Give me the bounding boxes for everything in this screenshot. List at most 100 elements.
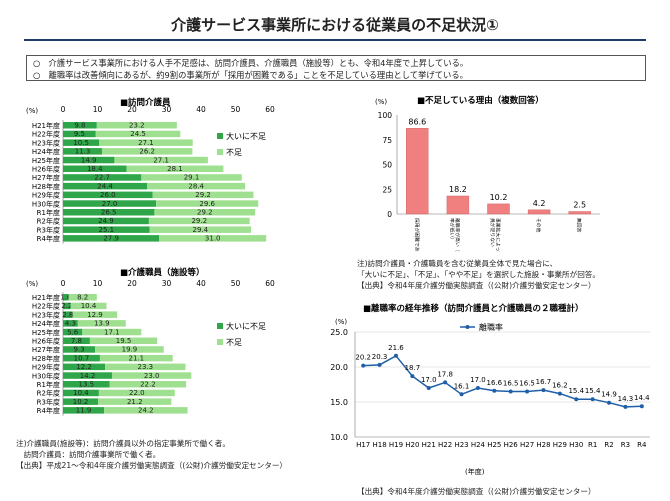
x-tick-label: 10 (93, 279, 103, 288)
data-point (459, 392, 464, 397)
category-label: H23年度 (32, 138, 60, 147)
data-label: 4.3 (65, 320, 76, 328)
data-label: 10.2 (490, 193, 508, 202)
bar-segment (63, 148, 102, 155)
data-label: 20.2 (355, 354, 371, 362)
data-label: 21.1 (129, 354, 145, 362)
x-tick-label: H19 (389, 441, 403, 449)
data-point (541, 388, 546, 393)
data-label: 16.5 (503, 380, 519, 388)
data-point (426, 386, 431, 390)
x-tick-label: H24 (471, 441, 486, 449)
legend-swatch (217, 339, 223, 345)
page-title: 介護サービス事業所における従業員の不足状況① (171, 16, 499, 34)
data-label: 24.5 (130, 130, 146, 138)
data-label: 10.7 (74, 354, 90, 362)
bar-segment (63, 156, 115, 164)
bar-segment (96, 122, 177, 129)
x-tick-label: H23 (454, 441, 468, 449)
x-tick-label: 50 (231, 279, 241, 288)
bar-segment (126, 165, 224, 172)
category-label: 採用が困難である (413, 218, 420, 252)
data-label: 22.0 (129, 389, 145, 397)
x-tick-label: 40 (196, 105, 206, 114)
x-tick-label: 60 (265, 105, 275, 114)
data-label: 29.6 (199, 200, 215, 208)
bar-segment (141, 174, 242, 181)
data-label: 14.9 (601, 391, 617, 399)
reason-bar (406, 128, 429, 215)
turnover-chart-title: ■離職率の経年推移（訪問介護員と介護職員の２職種計） (363, 303, 584, 314)
data-label: 27.0 (102, 200, 118, 208)
category-label: H23年度 (32, 310, 60, 319)
bar-segment (98, 389, 175, 397)
data-label: 8.2 (77, 294, 88, 302)
legend-swatch (217, 323, 223, 329)
turnover-chart: ■離職率の経年推移（訪問介護員と介護職員の２職種計） (%) (年度) 10.0… (330, 303, 650, 476)
y-tick-label: 25.0 (330, 328, 348, 337)
bar-segment (149, 226, 252, 233)
data-point (508, 389, 513, 394)
bar-segment (63, 226, 150, 233)
x-tick-label: H18 (372, 441, 386, 449)
bar-segment (63, 294, 69, 301)
category-label: 事業拡大によって人員が足りない (489, 218, 502, 252)
category-label: H29年度 (32, 363, 60, 372)
bar-segment (159, 235, 267, 242)
data-label: 18.2 (449, 185, 467, 194)
x-tick-label: R4 (637, 441, 647, 449)
legend-label: 離職率 (479, 322, 503, 332)
bar-segment (63, 381, 110, 388)
data-label: 10.2 (73, 398, 89, 406)
data-point (607, 400, 612, 405)
data-label: 2.8 (62, 311, 73, 319)
data-label: 23.0 (144, 372, 160, 380)
category-label: R3年度 (37, 225, 60, 234)
legend-label: 大いに不足 (226, 321, 266, 331)
bar-segment (63, 337, 90, 344)
data-label: 17.8 (437, 370, 453, 378)
data-point (475, 386, 480, 390)
bar-segment (111, 372, 192, 379)
title-divider (24, 39, 646, 41)
x-tick-label: 60 (265, 279, 275, 288)
y-tick-label: 20.0 (330, 363, 348, 372)
x-tick-label: H27 (520, 441, 534, 449)
bar-segment (63, 302, 71, 310)
data-label: 17.1 (104, 328, 120, 336)
bar-segment (63, 407, 105, 414)
x-tick-label: H30 (569, 441, 583, 449)
data-label: 11.9 (76, 407, 92, 415)
data-label: 13.5 (78, 381, 94, 389)
data-label: 16.1 (454, 382, 470, 390)
reason-note-line: 「大いに不足」、「不足」、「やや不足」を選択した施設・事業所が回答。 (357, 270, 600, 279)
care-worker-chart: ■介護職員（施設等） (%) 0 10 20 30 40 50 60 H21年度 1.6 8.2 H… (26, 267, 275, 416)
data-label: 29.1 (184, 174, 200, 182)
data-label: 16.5 (519, 380, 535, 388)
bar-segment (105, 363, 186, 371)
data-label: 2.5 (573, 201, 586, 210)
category-label: H24年度 (32, 147, 60, 156)
reason-bar (568, 211, 591, 215)
data-label: 22.7 (94, 174, 110, 182)
reason-bar (487, 203, 510, 215)
home-helper-chart: ■訪問介護員 (%) 0 10 20 30 40 50 60 H21年度 9.8 23.2 H22年… (26, 97, 275, 244)
care-note-line: 注)介護職員(施設等)：訪問介護員以外の指定事業所で働く者。 (16, 439, 230, 448)
category-label: H30年度 (32, 199, 60, 208)
x-tick-label: 30 (162, 105, 172, 114)
data-point (393, 353, 398, 358)
data-point (623, 404, 628, 409)
data-label: 31.0 (205, 235, 221, 243)
x-tick-label: H25 (487, 441, 501, 449)
data-label: 10.5 (73, 139, 89, 147)
data-label: 11.3 (75, 148, 91, 156)
category-label: R4年度 (37, 406, 60, 415)
category-label: R4年度 (37, 234, 60, 243)
category-label: H25年度 (32, 328, 60, 337)
x-tick-label: R3 (621, 441, 630, 449)
care-worker-unit-label: (%) (26, 280, 38, 288)
bar-segment (63, 235, 160, 242)
reason-bar (527, 209, 551, 215)
x-tick-label: 50 (231, 105, 241, 114)
bar-segment (156, 200, 259, 207)
